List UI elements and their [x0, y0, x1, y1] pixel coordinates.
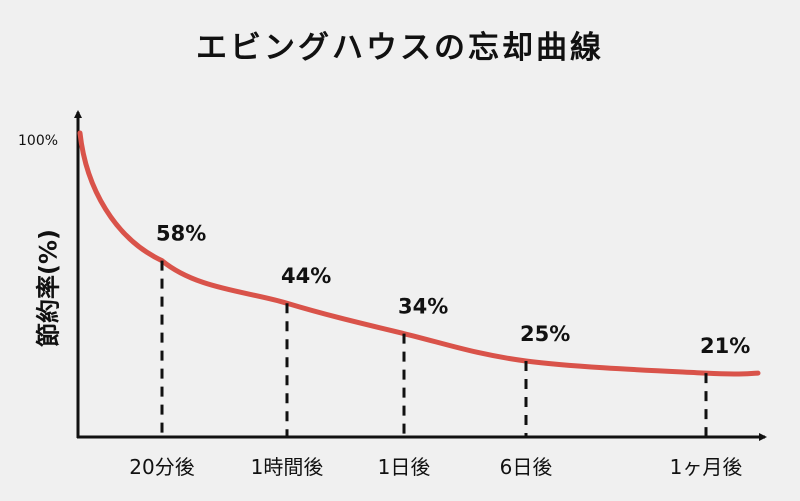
forgetting-curve-line: [77, 130, 761, 377]
value-label-4: 25%: [520, 322, 570, 346]
chart-title: エビングハウスの忘却曲線: [196, 30, 604, 66]
x-tick-label-2: 1時間後: [251, 455, 324, 479]
x-tick-label-4: 6日後: [500, 455, 553, 479]
value-label-3: 34%: [398, 295, 448, 319]
value-label-1: 58%: [156, 222, 206, 246]
y-max-label: 100%: [18, 133, 59, 149]
x-tick-label-3: 1日後: [378, 455, 431, 479]
value-label-2: 44%: [281, 264, 331, 288]
value-label-5: 21%: [700, 334, 750, 358]
x-tick-label-5: 1ヶ月後: [670, 455, 743, 479]
x-tick-label-1: 20分後: [129, 455, 194, 479]
